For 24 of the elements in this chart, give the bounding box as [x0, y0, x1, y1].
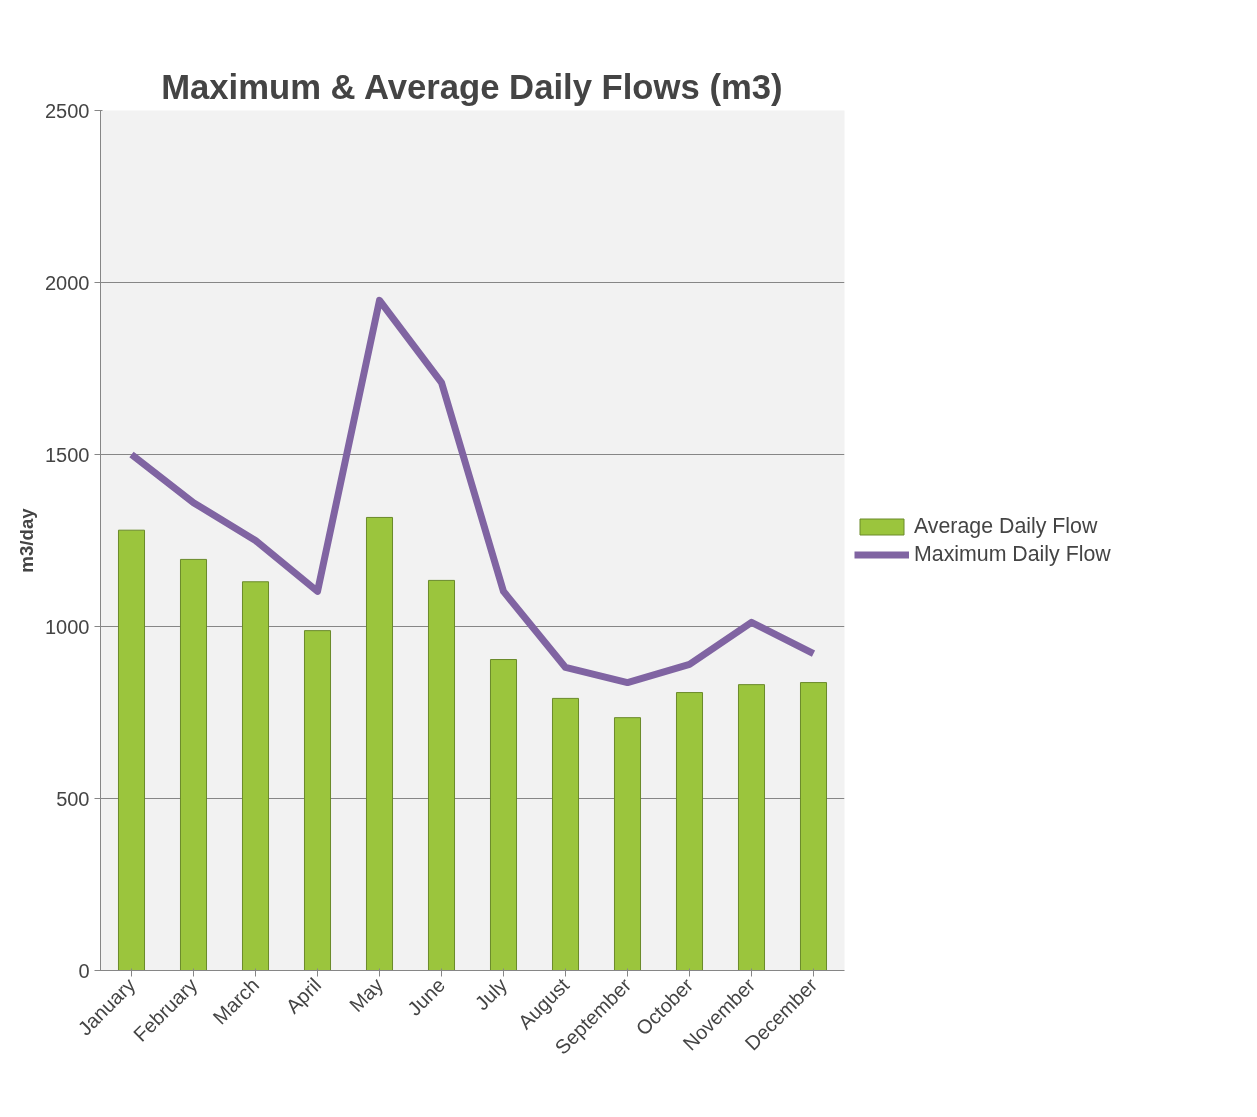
- bar: [613, 717, 642, 971]
- y-tick-label: 500: [56, 787, 90, 810]
- bar: [303, 630, 332, 971]
- legend-label: Average Daily Flow: [914, 513, 1098, 539]
- bar: [489, 659, 518, 971]
- bar: [427, 579, 456, 971]
- bar: [799, 682, 828, 971]
- bar: [117, 529, 146, 971]
- x-tick-label: May: [345, 973, 388, 1016]
- x-tick-label: July: [470, 973, 512, 1015]
- bar: [241, 581, 270, 971]
- y-tick-label: 2500: [45, 99, 90, 122]
- y-tick-label: 2000: [45, 271, 90, 294]
- y-axis-title: m3/day: [16, 507, 38, 573]
- bar: [551, 697, 580, 971]
- y-tick-label: 0: [78, 959, 90, 982]
- chart-title: Maximum & Average Daily Flows (m3): [161, 67, 783, 106]
- bar: [737, 684, 766, 971]
- bar: [365, 516, 394, 971]
- legend-label: Maximum Daily Flow: [914, 541, 1111, 567]
- bar: [675, 692, 704, 971]
- bar: [179, 558, 208, 971]
- y-tick-label: 1000: [45, 615, 90, 638]
- y-tick-label: 1500: [45, 443, 90, 466]
